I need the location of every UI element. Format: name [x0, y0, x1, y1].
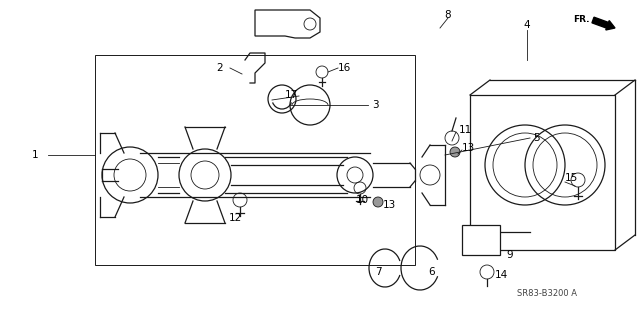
Text: 9: 9 — [507, 250, 513, 260]
Text: 15: 15 — [565, 173, 579, 183]
Text: 13: 13 — [383, 200, 396, 210]
Text: SR83-B3200 A: SR83-B3200 A — [517, 290, 577, 299]
Bar — [95, 55, 415, 265]
Text: 14: 14 — [495, 270, 508, 280]
Text: 12: 12 — [228, 213, 242, 223]
Text: 3: 3 — [372, 100, 378, 110]
Text: 7: 7 — [374, 267, 381, 277]
Text: 8: 8 — [445, 10, 451, 20]
Text: 16: 16 — [338, 63, 351, 73]
Text: 10: 10 — [355, 195, 369, 205]
Circle shape — [373, 197, 383, 207]
Text: 2: 2 — [217, 63, 223, 73]
Text: 5: 5 — [534, 133, 540, 143]
Text: 1: 1 — [32, 150, 38, 160]
FancyArrow shape — [592, 17, 615, 30]
Text: 17: 17 — [285, 90, 298, 100]
Text: 11: 11 — [458, 125, 472, 135]
Text: 4: 4 — [524, 20, 531, 30]
Circle shape — [450, 147, 460, 157]
Text: FR.: FR. — [573, 16, 590, 25]
Text: 6: 6 — [429, 267, 435, 277]
Bar — [462, 225, 500, 255]
Text: 13: 13 — [462, 143, 476, 153]
